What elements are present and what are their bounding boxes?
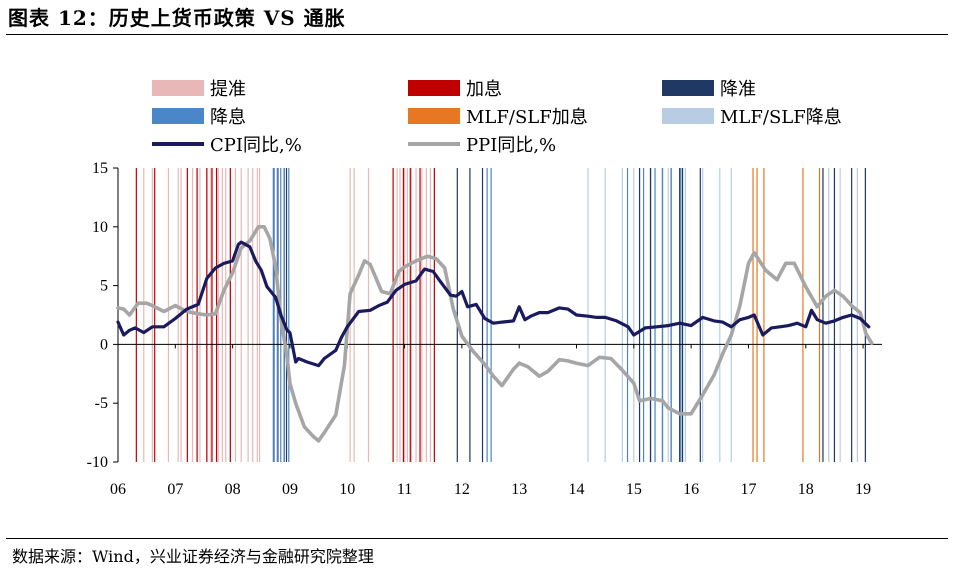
x-tick-label: 09 [282, 481, 298, 498]
legend-label: 降准 [720, 79, 756, 100]
legend-label: CPI同比,% [210, 135, 302, 156]
y-tick-label: -10 [87, 454, 108, 471]
x-tick-label: 18 [798, 481, 814, 498]
chart-lines [116, 225, 874, 443]
y-tick-label: 0 [100, 336, 108, 353]
x-tick-label: 16 [683, 481, 699, 498]
legend-label: 降息 [210, 107, 246, 128]
legend-swatch-reserve-cut [662, 80, 714, 96]
x-tick-label: 14 [569, 481, 585, 498]
x-tick-label: 17 [740, 481, 756, 498]
figure-title: 图表 12：历史上货币政策 VS 通胀 [8, 6, 346, 30]
legend-label: MLF/SLF加息 [466, 107, 588, 128]
title-rule [6, 34, 948, 35]
legend-label: 加息 [466, 79, 502, 100]
x-tick-label: 08 [225, 481, 241, 498]
legend-swatch-reserve-hike [152, 80, 204, 96]
cpi-line [116, 240, 871, 368]
y-tick-label: 10 [92, 219, 108, 236]
x-tick-label: 19 [855, 481, 871, 498]
chart-axes: -10 -5 0 5 10 15 06 07 08 09 10 11 12 13 14 15 16 17 18 19 [87, 160, 882, 498]
legend-swatch-mlf-hike [408, 108, 460, 124]
y-tick-label: 5 [100, 278, 108, 295]
x-tick-label: 10 [339, 481, 355, 498]
ppi-line [116, 225, 874, 443]
source-rule [6, 538, 948, 539]
legend-swatch-mlf-cut [662, 108, 714, 124]
legend-label: 提准 [210, 79, 246, 100]
legend-swatch-rate-hike [408, 80, 460, 96]
x-tick-label: 11 [397, 481, 412, 498]
legend-label: MLF/SLF降息 [720, 107, 842, 128]
source-note: 数据来源：Wind，兴业证券经济与金融研究院整理 [12, 547, 374, 566]
legend-swatch-rate-cut [152, 108, 204, 124]
x-tick-label: 07 [167, 481, 183, 498]
y-tick-label: 15 [92, 160, 108, 177]
policy-event-bars [135, 168, 866, 462]
x-tick-label: 06 [110, 481, 126, 498]
legend-label: PPI同比,% [466, 135, 556, 156]
x-tick-label: 12 [454, 481, 470, 498]
x-tick-label: 13 [511, 481, 527, 498]
x-tick-label: 15 [626, 481, 642, 498]
y-tick-label: -5 [95, 395, 108, 412]
